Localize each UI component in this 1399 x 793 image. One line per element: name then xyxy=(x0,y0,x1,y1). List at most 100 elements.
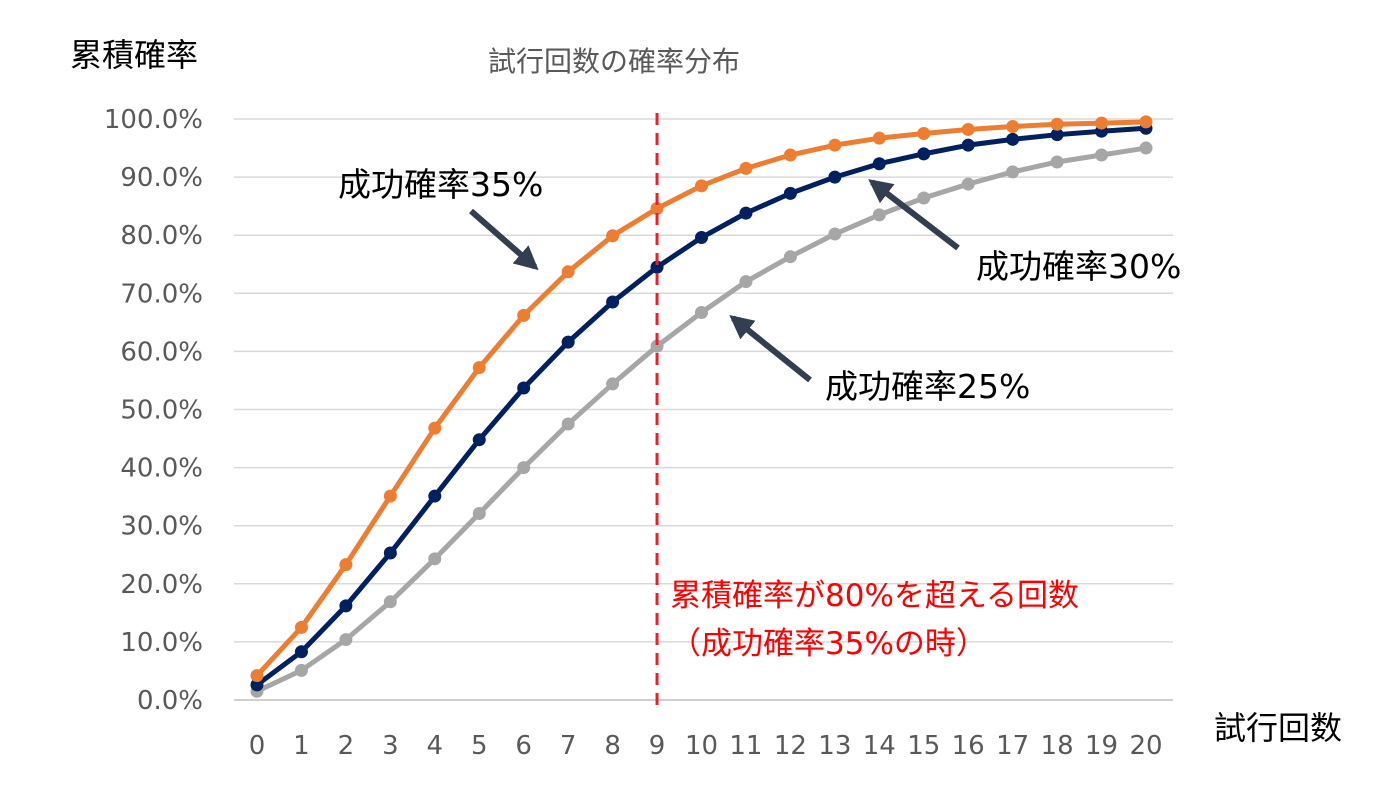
data-point xyxy=(872,131,886,145)
data-point xyxy=(606,229,620,243)
x-tick-label: 19 xyxy=(1085,731,1118,761)
data-point xyxy=(1006,165,1020,179)
data-point xyxy=(1095,116,1109,130)
chart-title: 試行回数の確率分布 xyxy=(488,45,741,78)
y-tick-label: 30.0% xyxy=(120,512,203,542)
data-point xyxy=(517,308,531,322)
data-point xyxy=(650,260,664,274)
data-point xyxy=(472,361,486,375)
data-point xyxy=(339,599,353,613)
data-point xyxy=(561,265,575,279)
x-tick-label: 13 xyxy=(818,731,851,761)
y-tick-label: 80.0% xyxy=(120,221,203,251)
data-point xyxy=(783,186,797,200)
data-point xyxy=(472,506,486,520)
data-point xyxy=(1095,148,1109,162)
y-axis-title: 累積確率 xyxy=(70,36,199,74)
x-tick-label: 10 xyxy=(685,731,718,761)
x-tick-label: 3 xyxy=(382,731,399,761)
data-point xyxy=(561,335,575,349)
y-tick-label: 0.0% xyxy=(137,686,203,716)
x-tick-label: 7 xyxy=(560,731,577,761)
data-point xyxy=(1139,115,1153,129)
data-point xyxy=(650,339,664,353)
data-point xyxy=(828,170,842,184)
x-tick-label: 15 xyxy=(907,731,940,761)
data-point xyxy=(1139,141,1153,155)
x-tick-labels: 0 1 2 3 4 5 6 7 8 9 10 11 12 13 14 15 16 17 18 19 20 xyxy=(249,731,1163,761)
x-tick-label: 5 xyxy=(471,731,488,761)
y-tick-label: 50.0% xyxy=(120,396,203,426)
data-point xyxy=(383,489,397,503)
data-point xyxy=(783,148,797,162)
series-label-25: 成功確率25% xyxy=(825,367,1031,406)
data-point xyxy=(339,558,353,572)
y-tick-labels: 0.0% 10.0% 20.0% 30.0% 40.0% 50.0% 60.0% 70.0% 8… xyxy=(104,105,203,716)
data-point xyxy=(739,275,753,289)
data-point xyxy=(472,433,486,447)
y-tick-label: 90.0% xyxy=(120,163,203,193)
data-point xyxy=(961,177,975,191)
data-point xyxy=(650,201,664,215)
data-point xyxy=(294,645,308,659)
data-point xyxy=(961,138,975,152)
data-point xyxy=(695,179,708,193)
data-point xyxy=(872,208,886,222)
series-label-35: 成功確率35% xyxy=(338,165,544,204)
data-point xyxy=(872,157,886,171)
threshold-note-line2: （成功確率35%の時） xyxy=(670,626,987,662)
x-tick-label: 18 xyxy=(1041,731,1074,761)
annotation-arrow xyxy=(729,314,812,383)
x-axis-title: 試行回数 xyxy=(1214,709,1343,747)
x-tick-label: 11 xyxy=(729,731,762,761)
data-point xyxy=(428,552,442,566)
data-point xyxy=(561,417,575,431)
series-0 xyxy=(250,115,1153,683)
annotation-arrow xyxy=(469,208,539,271)
data-point xyxy=(250,678,264,692)
data-point xyxy=(739,161,753,175)
data-point xyxy=(1006,132,1020,146)
data-point xyxy=(828,227,842,241)
annotation-arrow xyxy=(868,179,960,251)
y-tick-label: 60.0% xyxy=(120,337,203,367)
data-point xyxy=(695,231,708,245)
data-point xyxy=(517,381,531,395)
annotation-arrows xyxy=(469,179,960,383)
series-label-30: 成功確率30% xyxy=(976,247,1182,286)
x-tick-label: 6 xyxy=(515,731,532,761)
y-tick-label: 70.0% xyxy=(120,279,203,309)
data-point xyxy=(339,633,353,647)
data-point xyxy=(606,377,620,391)
data-point xyxy=(428,489,442,503)
data-point xyxy=(1050,155,1064,169)
x-tick-label: 16 xyxy=(952,731,985,761)
x-tick-label: 12 xyxy=(774,731,807,761)
y-tick-label: 40.0% xyxy=(120,454,203,484)
x-tick-label: 20 xyxy=(1129,731,1162,761)
data-point xyxy=(695,305,708,319)
data-point xyxy=(383,595,397,609)
x-tick-label: 1 xyxy=(293,731,310,761)
data-point xyxy=(1050,117,1064,131)
x-tick-label: 14 xyxy=(863,731,896,761)
series-1 xyxy=(250,121,1153,692)
data-point xyxy=(783,250,797,264)
data-point xyxy=(739,206,753,220)
x-tick-label: 2 xyxy=(338,731,355,761)
data-point xyxy=(250,669,264,683)
y-tick-label: 10.0% xyxy=(120,628,203,658)
x-tick-label: 8 xyxy=(604,731,621,761)
data-point xyxy=(1050,128,1064,142)
threshold-note-line1: 累積確率が80%を超える回数 xyxy=(670,578,1079,614)
series-lines xyxy=(250,115,1153,698)
data-point xyxy=(428,421,442,435)
data-point xyxy=(606,295,620,309)
data-point xyxy=(1006,120,1020,134)
x-tick-label: 9 xyxy=(649,731,666,761)
data-point xyxy=(294,620,308,634)
y-tick-label: 20.0% xyxy=(120,570,203,600)
x-tick-label: 0 xyxy=(249,731,266,761)
data-point xyxy=(517,461,531,475)
